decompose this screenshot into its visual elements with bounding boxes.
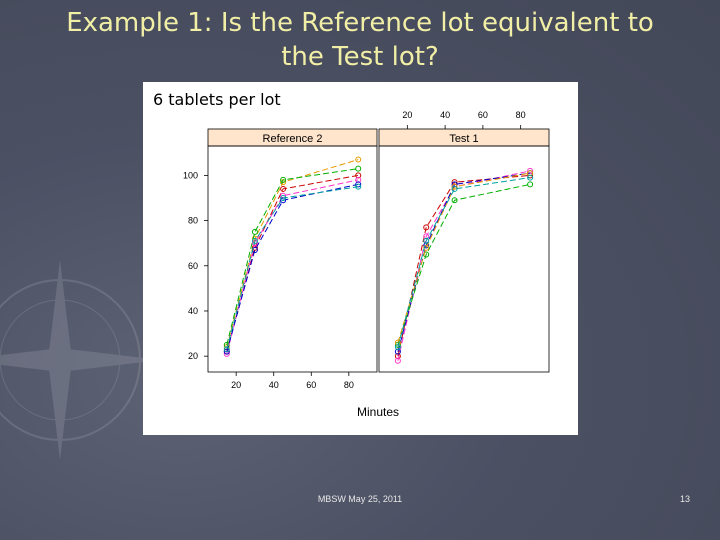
y-tick-label: 80 xyxy=(188,216,198,226)
data-point xyxy=(251,228,258,235)
data-point xyxy=(451,185,458,192)
compass-watermark xyxy=(0,260,160,460)
x-tick-label: 60 xyxy=(306,380,316,390)
y-tick-label: 60 xyxy=(188,261,198,271)
x-tick-label: 80 xyxy=(344,380,354,390)
data-point xyxy=(355,165,362,172)
panel-strip-label: Reference 2 xyxy=(263,133,323,145)
data-point xyxy=(423,244,430,251)
data-point xyxy=(527,181,534,188)
y-tick-label: 20 xyxy=(188,351,198,361)
x-tick-label: 80 xyxy=(516,110,526,120)
data-point xyxy=(451,197,458,204)
series-line xyxy=(397,174,531,357)
series-line xyxy=(397,177,531,348)
data-point xyxy=(251,237,258,244)
series-line xyxy=(226,179,359,355)
data-point xyxy=(423,237,430,244)
slide-title-line-1: Example 1: Is the Reference lot equivale… xyxy=(66,8,654,38)
chart-svg: Reference 2 Test 1 20 40 60 80 100 20 40 60 80 20 40… xyxy=(183,110,550,419)
slide-title-line-2: the Test lot? xyxy=(281,42,439,72)
series-line xyxy=(226,174,359,352)
figure-caption: 6 tablets per lot xyxy=(153,90,281,109)
panel-strip-label: Test 1 xyxy=(449,133,478,145)
panel-frame xyxy=(378,145,550,373)
x-tick-label: 40 xyxy=(440,110,450,120)
slide-title: Example 1: Is the Reference lot equivale… xyxy=(0,6,720,74)
x-axis-label: Minutes xyxy=(357,405,399,419)
page-number: 13 xyxy=(679,494,690,504)
data-point xyxy=(423,224,430,231)
series-line xyxy=(226,183,359,352)
x-tick-label: 60 xyxy=(478,110,488,120)
series-line xyxy=(397,172,531,343)
data-point xyxy=(394,344,401,351)
series-line xyxy=(226,186,359,350)
y-tick-label: 40 xyxy=(188,306,198,316)
data-point xyxy=(394,357,401,364)
data-point xyxy=(451,183,458,190)
panel-frame xyxy=(207,145,378,373)
slide-footer: MBSW May 25, 2011 xyxy=(317,494,403,504)
data-point xyxy=(280,176,287,183)
series-line xyxy=(397,172,531,352)
series-line xyxy=(226,168,359,346)
x-tick-label: 20 xyxy=(231,380,241,390)
x-tick-label: 20 xyxy=(402,110,412,120)
series-line xyxy=(226,159,359,348)
data-point xyxy=(355,156,362,163)
data-point xyxy=(527,174,534,181)
data-point xyxy=(355,183,362,190)
chart-figure: Reference 2 Test 1 20 40 60 80 100 20 40 60 80 20 40… xyxy=(143,82,578,435)
y-tick-label: 100 xyxy=(183,170,198,180)
data-point xyxy=(280,194,287,201)
x-tick-label: 40 xyxy=(269,380,279,390)
data-point xyxy=(223,346,230,353)
series-line xyxy=(397,183,531,346)
data-point xyxy=(280,185,287,192)
